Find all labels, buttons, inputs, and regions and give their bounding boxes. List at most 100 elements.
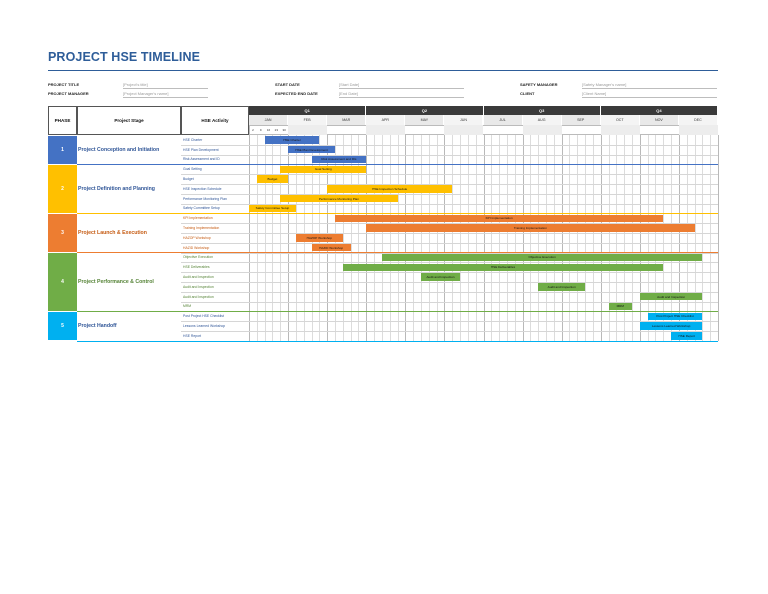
client-underline xyxy=(582,97,717,98)
week-shade xyxy=(600,125,609,135)
project-title-underline xyxy=(123,88,208,89)
week-shade xyxy=(303,125,312,135)
month-header-aug: AUG xyxy=(522,115,562,125)
activity-label: HSE Deliverables xyxy=(183,265,210,270)
week-shade xyxy=(444,125,453,135)
week-shade xyxy=(624,125,632,135)
week-label: 23 xyxy=(274,128,279,132)
month-header-jun: JUN xyxy=(444,115,484,125)
activity-bar[interactable]: Post Project HSE Checklist xyxy=(647,312,703,321)
activity-bar[interactable]: Audit and Inspection xyxy=(420,273,461,281)
activity-bar[interactable]: Goal Setting xyxy=(280,165,367,174)
week-shade xyxy=(678,125,687,135)
activity-label: HAZID Workshop xyxy=(183,245,210,250)
activity-bar[interactable]: HSE Plan Development xyxy=(288,145,335,154)
month-header-jul: JUL xyxy=(483,115,523,125)
activity-bar[interactable]: Training Implementation xyxy=(366,224,695,232)
activity-label: Goal Setting xyxy=(183,167,202,172)
phase-number-5: 5 xyxy=(48,312,77,341)
activity-label: HSE Report xyxy=(183,333,202,338)
week-label: 2 xyxy=(252,128,254,132)
activity-bar[interactable]: HSE Report xyxy=(671,332,703,340)
activity-bar[interactable]: MRM xyxy=(608,302,632,311)
activity-bar[interactable]: Safety Committee Setup xyxy=(249,204,296,213)
activity-label: KPI Implementation xyxy=(183,216,213,221)
project-title-value[interactable]: [Project's title] xyxy=(123,82,148,87)
activity-bar[interactable]: Performance Monitoring Plan xyxy=(280,194,398,203)
activity-bar[interactable]: HAZOP Workshop xyxy=(295,234,343,242)
week-shade xyxy=(381,125,390,135)
activity-bar[interactable]: Audit and Inspection xyxy=(639,292,703,301)
week-shade xyxy=(608,125,617,135)
activity-bar[interactable]: Risk Assessment and IDs xyxy=(311,155,367,164)
activity-bar[interactable]: HSE Inspection Schedule xyxy=(327,185,453,193)
week-shade xyxy=(475,125,484,135)
activity-label: Performance Monitoring Plan xyxy=(183,196,227,201)
activity-label: Budget xyxy=(183,177,194,182)
phase-header: PHASE xyxy=(48,106,77,135)
activity-bar[interactable]: HAZID Workshop xyxy=(311,243,351,252)
phase-divider xyxy=(77,164,718,165)
quarter-header-q1: Q1 xyxy=(249,106,367,115)
month-header-oct: OCT xyxy=(600,115,640,125)
client-value[interactable]: [Client Name] xyxy=(582,91,607,96)
project-manager-underline xyxy=(123,97,208,98)
activity-bar[interactable]: HSE Deliverables xyxy=(342,263,664,272)
activity-label: MRM xyxy=(183,304,192,309)
start-date-value[interactable]: [Start Date] xyxy=(339,82,360,87)
stage-label-1: Project Conception and Initiation xyxy=(78,146,160,153)
activity-label: Lessons Learned Workshop xyxy=(183,324,226,329)
week-shade xyxy=(686,125,695,135)
activity-label: Audit and Inspection xyxy=(183,275,214,280)
activity-bar[interactable]: HSE Charter xyxy=(264,136,320,144)
week-shade xyxy=(288,125,296,135)
activity-label: HSE Inspection Schedule xyxy=(183,186,222,191)
phase-divider xyxy=(77,311,718,312)
month-header-sep: SEP xyxy=(561,115,601,125)
start-date-underline xyxy=(339,88,464,89)
activity-bar[interactable]: Objective Execution xyxy=(381,253,703,262)
week-shade xyxy=(311,125,320,135)
week-shade xyxy=(389,125,398,135)
week-shade xyxy=(530,125,539,135)
week-shade xyxy=(452,125,461,135)
phase-number-1: 1 xyxy=(48,135,77,164)
activity-label: Training Implementation xyxy=(183,226,220,231)
project-info-left: PROJECT TITLE [Project's title] PROJECT … xyxy=(48,82,218,102)
phase-number-2: 2 xyxy=(48,165,77,213)
activity-bar[interactable]: Audit and Inspection xyxy=(538,283,586,291)
project-title-label: PROJECT TITLE xyxy=(48,82,80,87)
month-header-apr: APR xyxy=(366,115,406,125)
page-title: PROJECT HSE TIMELINE xyxy=(48,50,201,64)
activity-label: Audit and Inspection xyxy=(183,294,214,299)
week-shade xyxy=(467,125,476,135)
quarter-header-q3: Q3 xyxy=(483,106,601,115)
week-label: 30 xyxy=(282,128,286,132)
week-label: 16 xyxy=(266,128,271,132)
month-header-jan: JAN xyxy=(249,115,289,125)
activity-label: Safety Committee Setup xyxy=(183,206,220,211)
activity-bar[interactable]: KPI Implementation xyxy=(334,214,664,223)
week-shade xyxy=(710,125,718,135)
month-header-nov: NOV xyxy=(639,115,679,125)
week-label: 9 xyxy=(259,128,262,132)
activity-bar[interactable]: Budget xyxy=(256,175,289,183)
start-date-label: START DATE xyxy=(275,82,300,87)
week-shade xyxy=(460,125,468,135)
stage-label-4: Project Performance & Control xyxy=(78,278,154,285)
project-manager-value[interactable]: [Project Manager's name] xyxy=(123,91,169,96)
activity-label: HSE Plan Development xyxy=(183,147,219,152)
activity-bar[interactable]: Lessons Learned Workshop xyxy=(639,322,703,330)
week-shade xyxy=(553,125,562,135)
activity-label: Risk Assessment and ID xyxy=(183,157,220,162)
week-shade xyxy=(295,125,304,135)
safety-manager-label: SAFETY MANAGER xyxy=(520,82,558,87)
safety-manager-value[interactable]: [Safety Manager's name] xyxy=(582,82,627,87)
phase-divider xyxy=(77,213,718,214)
end-date-value[interactable]: [End Date] xyxy=(339,91,358,96)
activity-label: HSE Charter xyxy=(183,137,203,142)
end-date-label: EXPECTED END DATE xyxy=(275,91,318,96)
week-shade xyxy=(694,125,703,135)
week-shade xyxy=(546,125,554,135)
activity-label: HAZOP Workshop xyxy=(183,235,211,240)
